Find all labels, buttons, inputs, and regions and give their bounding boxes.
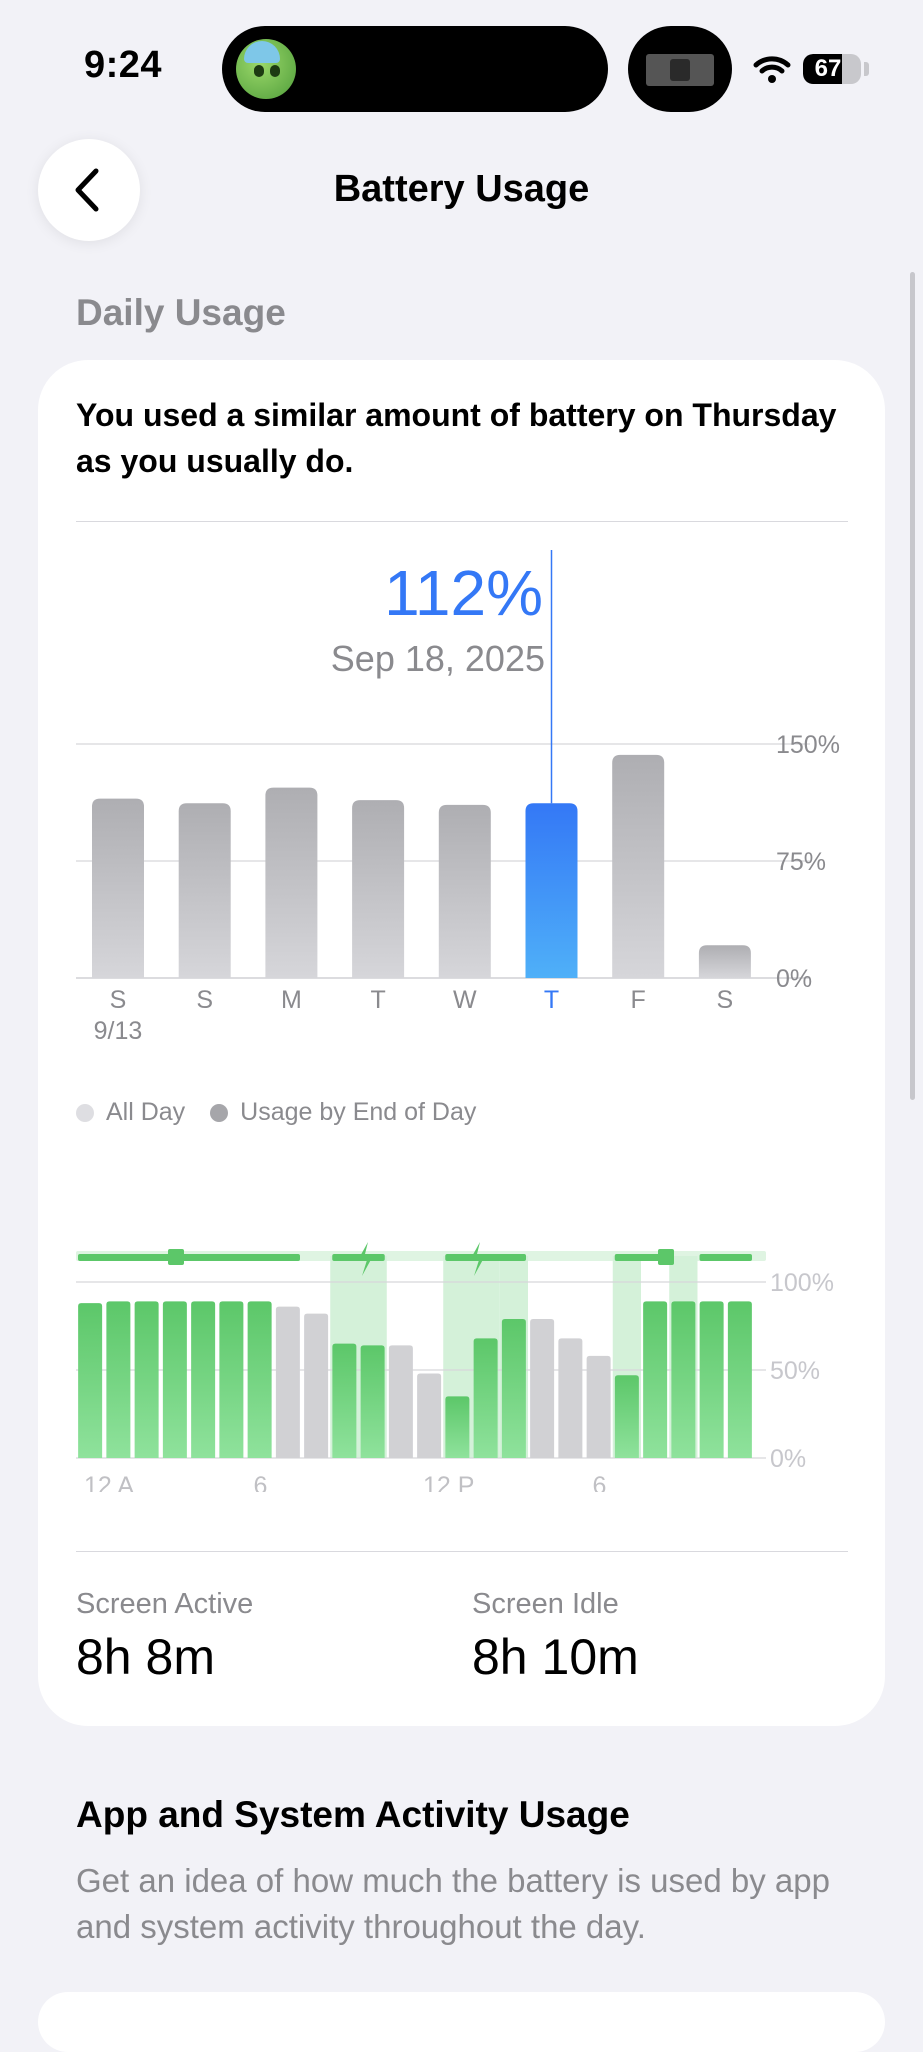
daily-usage-header: Daily Usage — [76, 292, 286, 333]
screen-active-label: Screen Active — [76, 1588, 254, 1620]
screen-idle-value: 8h 10m — [472, 1629, 639, 1685]
page-title: Battery Usage — [333, 168, 590, 210]
day-bar — [612, 754, 665, 978]
hour-bar — [417, 1373, 442, 1458]
activity-card — [38, 1992, 885, 2052]
hour-bar — [643, 1301, 668, 1458]
x-tick-label: 6 — [593, 1472, 607, 1492]
day-label: T — [544, 986, 559, 1014]
live-activity-avatar-icon — [236, 39, 296, 99]
y-tick-label: 100% — [770, 1269, 834, 1297]
hour-bar — [275, 1306, 300, 1458]
live-activity-pill[interactable] — [628, 26, 732, 112]
hour-bar — [699, 1301, 724, 1458]
screen-idle-label: Screen Idle — [472, 1588, 619, 1620]
hour-bar — [134, 1301, 159, 1458]
legend-end-of-day: Usage by End of Day — [210, 1098, 476, 1127]
usage-summary: You used a similar amount of battery on … — [76, 397, 837, 479]
legend-all-day-label: All Day — [106, 1098, 186, 1126]
hour-bar — [247, 1301, 272, 1458]
selected-day-date: Sep 18, 2025 — [330, 638, 545, 679]
hour-bar — [388, 1345, 413, 1458]
charge-segment — [614, 1254, 668, 1261]
hour-bar — [106, 1301, 131, 1458]
day-bar — [265, 787, 318, 978]
wifi-icon — [753, 56, 791, 83]
legend-dot-dark — [210, 1104, 229, 1122]
hour-bar — [501, 1318, 526, 1458]
hour-bar — [558, 1338, 583, 1458]
scroll-indicator[interactable] — [910, 272, 915, 1100]
day-label: W — [453, 986, 477, 1014]
selected-day-percent: 112% — [384, 557, 543, 629]
hour-bar — [332, 1343, 357, 1458]
card-divider — [76, 521, 848, 522]
day-label: M — [281, 986, 302, 1014]
charge-segment — [445, 1254, 526, 1261]
day-label: S — [717, 986, 734, 1014]
charge-marker — [168, 1249, 184, 1265]
day-label: T — [370, 986, 385, 1014]
hour-bar — [727, 1301, 752, 1458]
day-label: S — [196, 986, 213, 1014]
day-label: F — [631, 986, 646, 1014]
status-time: 9:24 — [84, 44, 163, 86]
hour-bar — [162, 1301, 187, 1458]
status-bar: 9:24 67 — [0, 0, 923, 130]
charge-marker — [658, 1249, 674, 1265]
day-bar — [698, 945, 751, 978]
day-bar — [352, 800, 405, 978]
day-bar — [438, 804, 491, 978]
daily-usage-card: You used a similar amount of battery on … — [38, 360, 885, 1726]
hour-bar — [614, 1375, 639, 1458]
hour-bar — [445, 1396, 470, 1458]
chart-legend: All Day Usage by End of Day — [76, 1098, 494, 1127]
y-tick-label: 75% — [776, 848, 826, 876]
day-bar — [525, 803, 578, 978]
legend-dot-light — [76, 1104, 94, 1122]
hour-bar — [219, 1301, 244, 1458]
charge-segment — [78, 1254, 300, 1261]
activity-section-title: App and System Activity Usage — [76, 1794, 630, 1835]
x-tick-label: 12 A — [84, 1472, 134, 1492]
y-tick-label: 0% — [770, 1445, 806, 1473]
legend-end-of-day-label: Usage by End of Day — [240, 1098, 477, 1126]
hour-bar — [671, 1301, 696, 1458]
hour-bar — [191, 1301, 216, 1458]
legend-all-day: All Day — [76, 1098, 185, 1127]
y-tick-label: 0% — [776, 965, 812, 993]
screen-active-value: 8h 8m — [76, 1629, 215, 1685]
battery-tip — [864, 62, 869, 76]
lightning-icon — [358, 1242, 374, 1276]
day-bar — [92, 798, 144, 978]
battery-level: 67 — [814, 55, 842, 82]
back-button[interactable] — [38, 139, 140, 241]
hour-bar — [473, 1338, 498, 1458]
y-tick-label: 150% — [776, 731, 840, 759]
hour-bar — [586, 1355, 611, 1458]
media-thumbnail-icon — [646, 54, 714, 86]
y-tick-label: 50% — [770, 1357, 820, 1385]
day-label: S — [110, 986, 127, 1014]
chevron-left-icon — [75, 168, 99, 212]
x-tick-label: 6 — [254, 1472, 268, 1492]
hour-bar — [304, 1313, 329, 1458]
hour-bar — [530, 1318, 555, 1458]
lightning-icon — [470, 1242, 486, 1276]
date-label: 9/13 — [94, 1017, 143, 1045]
activity-section-description: Get an idea of how much the battery is u… — [76, 1862, 830, 1945]
day-bar — [178, 803, 231, 978]
hourly-usage-chart[interactable]: 100% 50% 0% 12 A 6 12 P 6 — [38, 1172, 885, 1492]
hour-bar — [360, 1345, 385, 1458]
x-tick-label: 12 P — [423, 1472, 474, 1492]
daily-usage-chart[interactable]: 150% 75% 0% S 9/13 S M T W T F S — [38, 550, 885, 1070]
battery-icon: 67 — [803, 54, 861, 84]
card-divider — [76, 1551, 848, 1552]
dynamic-island[interactable] — [222, 26, 608, 112]
charge-segment — [699, 1254, 752, 1261]
hour-bar — [78, 1303, 103, 1458]
